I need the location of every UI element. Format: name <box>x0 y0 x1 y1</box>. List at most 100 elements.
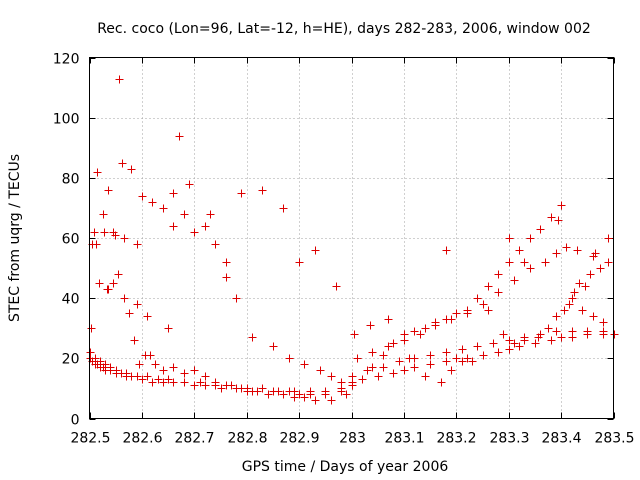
data-point <box>499 330 508 339</box>
data-point <box>578 306 587 315</box>
x-tick-label: 283.2 <box>436 431 476 447</box>
data-point <box>505 336 514 345</box>
y-tick-label: 0 <box>71 413 80 429</box>
data-point <box>400 366 409 375</box>
data-point <box>211 240 220 249</box>
data-point <box>426 360 435 369</box>
data-point <box>100 228 109 237</box>
data-point <box>442 315 451 324</box>
data-point <box>327 372 336 381</box>
data-point <box>222 381 231 390</box>
data-point <box>426 351 435 360</box>
data-point <box>316 366 325 375</box>
data-point <box>99 210 108 219</box>
data-point <box>91 354 100 363</box>
data-point <box>133 372 142 381</box>
data-point <box>348 381 357 390</box>
data-point <box>264 390 273 399</box>
data-point <box>431 318 440 327</box>
data-point <box>342 390 351 399</box>
data-point <box>526 234 535 243</box>
data-point <box>389 369 398 378</box>
data-point <box>463 306 472 315</box>
data-point <box>103 285 112 294</box>
y-tick-label: 60 <box>62 232 80 248</box>
data-point <box>384 315 393 324</box>
data-point <box>295 258 304 267</box>
data-point <box>544 324 553 333</box>
x-tick-label: 283.1 <box>384 431 424 447</box>
data-point <box>452 354 461 363</box>
data-point <box>321 387 330 396</box>
data-point <box>442 246 451 255</box>
data-point <box>520 336 529 345</box>
data-point <box>374 372 383 381</box>
data-point <box>237 384 246 393</box>
data-point <box>596 264 605 273</box>
x-tick-label: 282.5 <box>70 431 110 447</box>
x-tick-labels: 282.5 282.6 282.7 282.8 282.9 283 283.1 283.2 28… <box>70 431 634 447</box>
data-point <box>505 258 514 267</box>
data-point <box>437 378 446 387</box>
data-point <box>90 228 99 237</box>
data-point <box>118 159 127 168</box>
data-point <box>442 348 451 357</box>
data-point <box>541 258 550 267</box>
y-tick-label: 100 <box>53 112 80 128</box>
data-points <box>86 75 619 405</box>
data-point <box>169 189 178 198</box>
data-point <box>599 327 608 336</box>
data-point <box>332 282 341 291</box>
x-tick-label: 283.5 <box>594 431 634 447</box>
data-point <box>581 282 590 291</box>
data-point <box>570 288 579 297</box>
data-point <box>353 354 362 363</box>
data-point <box>604 258 613 267</box>
data-point <box>122 369 131 378</box>
data-point <box>348 372 357 381</box>
data-point <box>568 294 577 303</box>
data-point <box>447 366 456 375</box>
data-point <box>222 273 231 282</box>
data-point <box>458 357 467 366</box>
data-point <box>389 339 398 348</box>
data-point <box>169 378 178 387</box>
data-point <box>557 201 566 210</box>
data-point <box>232 294 241 303</box>
data-point <box>337 378 346 387</box>
data-point <box>327 396 336 405</box>
data-point <box>87 324 96 333</box>
data-point <box>92 240 101 249</box>
data-point <box>143 312 152 321</box>
data-point <box>479 351 488 360</box>
plot-frame <box>89 57 614 419</box>
data-point <box>248 387 257 396</box>
data-point <box>114 270 123 279</box>
data-point <box>146 351 155 360</box>
data-point <box>395 357 404 366</box>
data-point <box>109 279 118 288</box>
data-point <box>554 216 563 225</box>
data-point <box>93 168 102 177</box>
x-tick-label: 282.8 <box>227 431 267 447</box>
data-point <box>591 249 600 258</box>
data-point <box>258 384 267 393</box>
data-point <box>575 279 584 288</box>
data-point <box>552 249 561 258</box>
data-point <box>148 378 157 387</box>
data-point <box>164 375 173 384</box>
data-point <box>180 210 189 219</box>
data-point <box>86 348 95 357</box>
data-point <box>151 360 160 369</box>
data-point <box>515 246 524 255</box>
data-point <box>201 381 210 390</box>
data-point <box>547 336 556 345</box>
data-point <box>379 351 388 360</box>
data-point <box>484 282 493 291</box>
data-point <box>138 192 147 201</box>
data-point <box>547 213 556 222</box>
data-point <box>416 330 425 339</box>
data-point <box>159 366 168 375</box>
data-point <box>311 246 320 255</box>
data-point <box>120 234 129 243</box>
